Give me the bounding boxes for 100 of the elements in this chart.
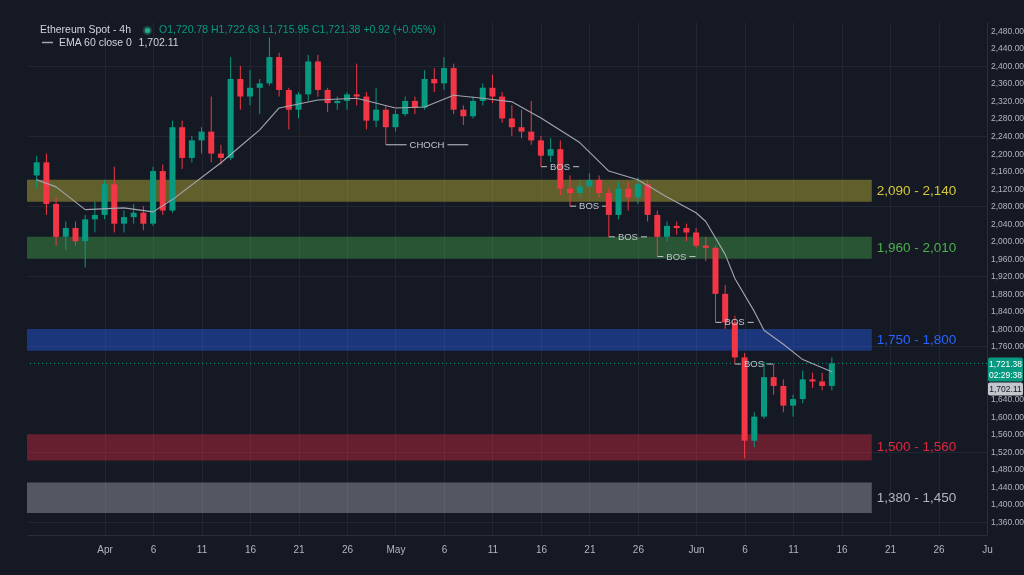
candlestick [411, 96, 418, 115]
band-label: 1,380 - 1,450 [876, 489, 957, 505]
candlestick [489, 74, 496, 104]
candlestick [188, 135, 195, 163]
y-tick-label: 1,520.00 [991, 446, 1024, 457]
y-tick-label: 2,400.00 [991, 60, 1024, 71]
candlestick [605, 188, 612, 238]
y-tick-label: 1,800.00 [991, 323, 1024, 334]
candlestick [702, 236, 709, 262]
candlestick [62, 221, 69, 251]
candlestick [217, 144, 224, 165]
candlestick [780, 378, 787, 413]
y-tick-label: 1,960.00 [991, 253, 1024, 264]
y-tick-label: 1,760.00 [991, 341, 1024, 352]
x-tick-label: 11 [487, 543, 499, 555]
annotation: BOS [666, 250, 687, 262]
x-tick-label: 21 [293, 543, 306, 555]
candlestick [537, 135, 544, 168]
band-label: 1,500 - 1,560 [876, 439, 957, 455]
candlestick [353, 63, 360, 106]
x-tick-label: Apr [97, 543, 114, 555]
candlestick [431, 67, 438, 93]
y-tick-label: 1,840.00 [991, 306, 1024, 317]
x-tick-label: 6 [441, 543, 448, 555]
candlestick [528, 100, 535, 146]
annotation: BOS [617, 230, 638, 242]
candlestick [586, 172, 593, 194]
annotation: 1,702.11 [138, 35, 179, 48]
candlestick [72, 221, 79, 247]
candlestick [382, 104, 389, 146]
y-tick-label: 2,000.00 [991, 236, 1024, 247]
candlestick [237, 65, 244, 111]
candlestick [33, 155, 40, 190]
y-tick-label: 2,240.00 [991, 131, 1024, 141]
candlestick [828, 356, 835, 391]
y-tick-label: 1,360.00 [991, 516, 1024, 527]
annotation: O1,720.78 H1,722.63 L1,715.95 C1,721.38 +0.92 (+0.05%) [159, 23, 436, 35]
candlestick [198, 126, 205, 155]
legend-label: EMA 60 close 0 [59, 35, 133, 48]
candlestick [392, 109, 399, 133]
candlestick [285, 87, 292, 130]
x-tick-label: 11 [196, 543, 208, 555]
y-tick-label: 2,160.00 [991, 166, 1024, 177]
annotation: CHOCH [409, 138, 445, 150]
text: 1,702.11 [989, 383, 1022, 394]
candlestick [790, 394, 797, 418]
x-tick-label: 21 [884, 543, 897, 555]
band-label: 1,750 - 1,800 [876, 331, 957, 347]
candlestick [247, 69, 254, 106]
x-tick-label: 26 [632, 543, 645, 555]
candlestick [508, 104, 515, 137]
y-tick-label: 1,600.00 [991, 411, 1024, 422]
x-tick-label: May [386, 543, 406, 555]
y-tick-label: 2,280.00 [991, 113, 1024, 124]
text: 02:29:38 [988, 369, 1023, 380]
y-tick-label: 2,120.00 [991, 183, 1024, 194]
candlestick [518, 109, 525, 139]
band-label: 2,090 - 2,140 [876, 182, 957, 198]
candlestick [343, 91, 351, 111]
candlestick [770, 363, 777, 396]
candlestick [470, 96, 477, 119]
x-tick-label: 16 [244, 543, 257, 555]
y-tick-label: 2,360.00 [991, 78, 1024, 89]
band-label: 1,960 - 2,010 [876, 239, 957, 255]
y-tick-label: 2,200.00 [991, 148, 1024, 159]
y-tick-label: 2,040.00 [991, 218, 1024, 229]
candlestick [208, 96, 215, 163]
y-tick-label: 1,880.00 [991, 288, 1024, 299]
y-tick-label: 1,920.00 [991, 271, 1024, 282]
candlestick [460, 104, 467, 126]
candlestick [567, 174, 574, 207]
y-tick-label: 1,440.00 [991, 481, 1024, 492]
x-tick-label: 6 [150, 543, 157, 555]
y-tick-label: 2,320.00 [991, 95, 1024, 106]
candlestick [547, 137, 554, 163]
candlestick [324, 87, 331, 113]
y-tick-label: 1,560.00 [991, 429, 1024, 440]
candlestick [440, 56, 447, 91]
candlestick [295, 91, 302, 119]
candlestick [654, 210, 661, 258]
y-tick-label: 1,400.00 [991, 499, 1024, 510]
y-tick-label: 1,640.00 [991, 394, 1024, 405]
y-tick-label: 2,440.00 [991, 43, 1024, 54]
candlestick [693, 227, 700, 249]
candlestick [120, 210, 127, 233]
x-tick-label: 16 [836, 543, 849, 555]
x-tick-label: 16 [535, 543, 548, 555]
candlestick [499, 91, 506, 124]
x-tick-label: 26 [933, 543, 946, 555]
y-tick-label: 1,480.00 [991, 464, 1024, 475]
x-tick-label: 11 [788, 543, 800, 555]
annotation: BOS [579, 200, 600, 212]
candlestick [82, 214, 89, 269]
x-tick-label: 26 [341, 543, 354, 555]
x-tick-label: Jun [688, 543, 705, 555]
candlestick [256, 78, 263, 115]
x-tick-label: 21 [584, 543, 596, 555]
ref-line-label: 1,721.38 [988, 358, 1023, 369]
y-tick-label: 2,080.00 [991, 201, 1024, 212]
candlestick [596, 174, 603, 198]
